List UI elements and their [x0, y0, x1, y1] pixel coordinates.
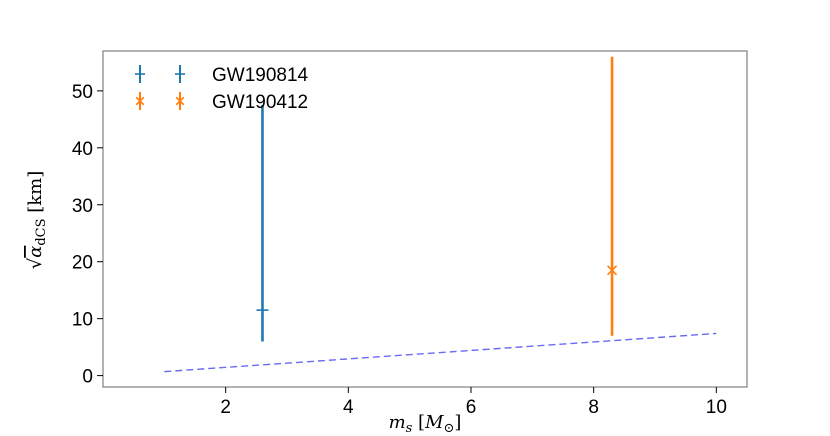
x-axis-label: ms [M⊙]	[389, 412, 462, 436]
data-point	[256, 304, 269, 317]
data-series	[256, 56, 618, 342]
y-tick-label: 30	[72, 196, 93, 217]
reference-dashed-line	[164, 332, 717, 373]
y-axis: 0 10 20 30 40 50	[72, 82, 103, 388]
svg-text:√αdCS [km]: √αdCS [km]	[25, 171, 49, 270]
x-tick-label: 2	[220, 397, 231, 418]
legend-marker	[135, 96, 145, 106]
x-tick-label: 10	[706, 397, 727, 418]
legend-label: GW190412	[212, 92, 308, 113]
y-tick-label: 40	[72, 139, 93, 160]
legend-marker	[175, 96, 185, 106]
y-tick-label: 0	[82, 367, 93, 388]
legend: GW190814 GW190412	[135, 65, 309, 113]
legend-marker	[175, 69, 185, 79]
y-tick-label: 10	[72, 310, 93, 331]
x-tick-label: 8	[588, 397, 599, 418]
plot-area	[102, 50, 748, 388]
x-tick-label: 4	[343, 397, 354, 418]
x-axis: 2 4 6 8 10	[220, 387, 727, 418]
y-axis-label: √αdCS [km]	[25, 171, 49, 270]
y-tick-label: 50	[72, 82, 93, 103]
y-tick-label: 20	[72, 253, 93, 274]
data-point	[607, 265, 618, 276]
x-tick-label: 6	[466, 397, 477, 418]
legend-marker	[135, 69, 145, 79]
legend-label: GW190814	[212, 65, 309, 86]
reference-line	[164, 332, 717, 373]
